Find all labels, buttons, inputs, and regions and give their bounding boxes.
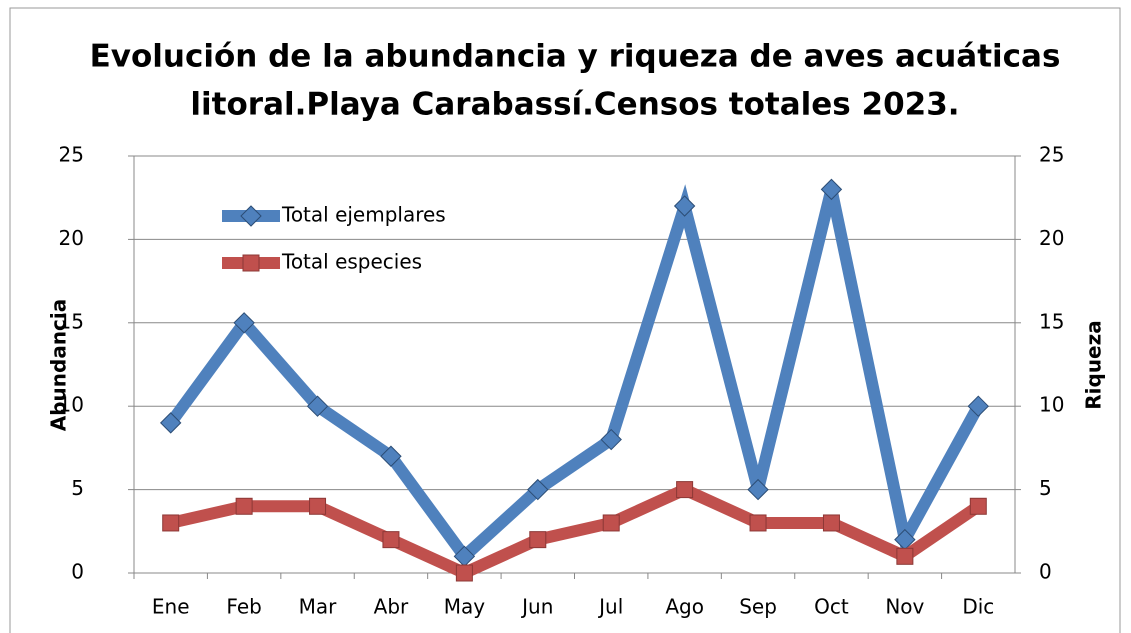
y-tick-label: 25 — [59, 143, 84, 167]
data-point — [676, 481, 694, 499]
y2-axis-label: Riqueza — [1082, 320, 1106, 410]
x-tick-label: Jul — [597, 595, 623, 619]
y2-tick-label: 0 — [1039, 560, 1052, 584]
data-point — [455, 564, 473, 582]
y2-tick-label: 5 — [1039, 476, 1052, 500]
data-point — [967, 395, 989, 417]
data-point — [822, 514, 840, 532]
y-axis-label: Abundancia — [47, 299, 71, 432]
x-tick-label: Sep — [739, 595, 777, 619]
x-tick-label: Ene — [152, 595, 190, 619]
data-point — [529, 531, 547, 549]
data-point — [749, 514, 767, 532]
y2-tick-label: 15 — [1039, 309, 1064, 333]
data-point — [382, 531, 400, 549]
series-line — [169, 483, 982, 580]
x-tick-label: Abr — [374, 595, 409, 619]
data-point — [747, 478, 769, 501]
data-point — [309, 497, 327, 515]
y2-tick-label: 10 — [1039, 393, 1064, 417]
chart-title: Evolución de la abundancia y riqueza de … — [90, 39, 1061, 75]
x-tick-label: Oct — [814, 595, 849, 619]
x-tick-label: Jun — [520, 595, 553, 619]
x-tick-label: Ago — [665, 595, 704, 619]
y2-tick-label: 25 — [1039, 143, 1064, 167]
data-point — [673, 195, 696, 217]
legend-marker — [240, 205, 262, 227]
legend-label: Total especies — [281, 250, 422, 274]
data-point — [527, 478, 549, 501]
y2-tick-label: 20 — [1039, 226, 1064, 250]
data-point — [602, 514, 620, 532]
x-tick-label: Nov — [885, 595, 924, 619]
data-point — [600, 428, 622, 451]
data-point — [969, 497, 987, 515]
series-line — [165, 184, 984, 566]
y-tick-label: 20 — [59, 226, 84, 250]
legend-marker — [242, 254, 260, 272]
legend-label: Total ejemplares — [281, 203, 446, 227]
x-tick-label: Mar — [299, 595, 338, 619]
data-point — [235, 497, 253, 515]
data-point — [306, 395, 329, 417]
x-tick-label: May — [444, 595, 486, 619]
y-tick-label: 5 — [71, 476, 84, 500]
data-point — [820, 178, 843, 201]
data-point — [233, 312, 255, 334]
y-tick-label: 10 — [59, 393, 84, 417]
y-tick-label: 15 — [59, 309, 84, 333]
chart-title: litoral.Playa Carabassí.Censos totales 2… — [190, 87, 959, 123]
x-tick-label: Dic — [962, 595, 994, 619]
data-point — [896, 547, 914, 565]
y-tick-label: 0 — [71, 560, 84, 584]
x-tick-label: Feb — [226, 595, 261, 619]
data-point — [380, 445, 402, 467]
data-point — [160, 412, 182, 434]
data-point — [162, 514, 180, 532]
